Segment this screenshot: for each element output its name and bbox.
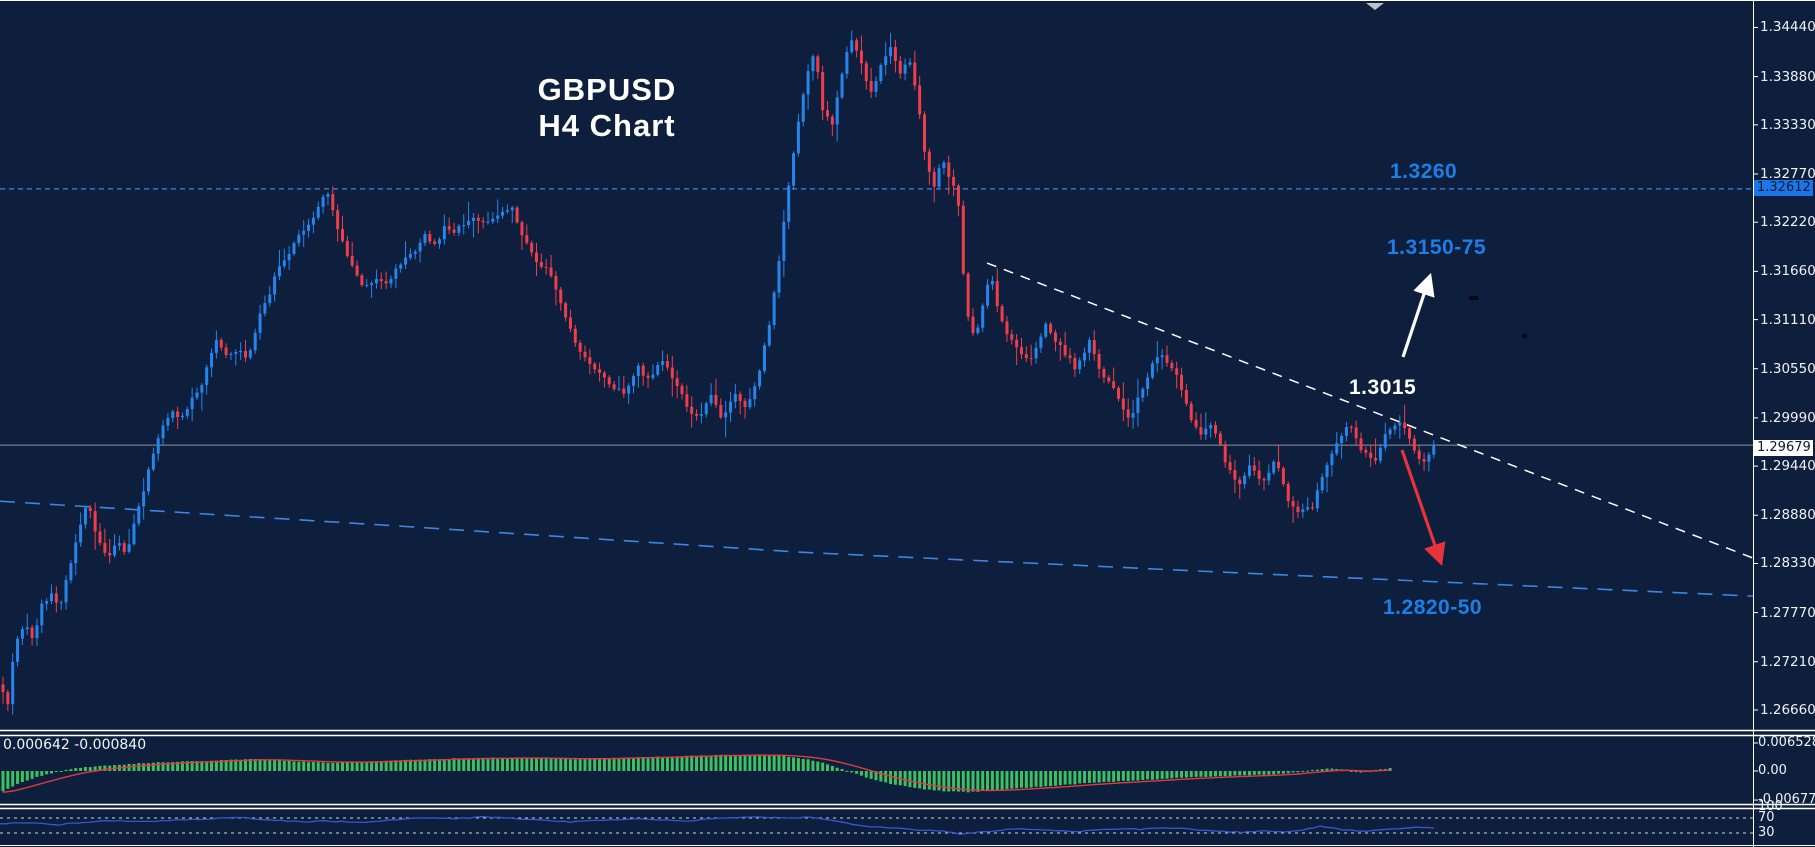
bullish-scenario-arrow <box>1401 272 1435 358</box>
price-axis-label: 1.32770 <box>1760 165 1815 182</box>
annotation-resistance-level: 1.3260 <box>1390 160 1458 183</box>
price-axis-label: 1.32220 <box>1760 214 1815 231</box>
price-axis-label: 1.33330 <box>1760 116 1815 133</box>
oscillator-axis-label: 100 <box>1758 798 1783 814</box>
price-axis-label: 1.29990 <box>1760 409 1815 426</box>
oscillator-line <box>0 816 1435 835</box>
annotation-upside-target: 1.3150-75 <box>1387 236 1487 259</box>
price-axis-label: 1.28880 <box>1760 507 1815 524</box>
price-axis-label: 1.33880 <box>1760 68 1815 85</box>
annotation-downside-target: 1.2820-50 <box>1383 596 1483 619</box>
chart-title-symbol: GBPUSD <box>537 72 677 107</box>
price-axis-label: 1.34440 <box>1760 19 1815 36</box>
bearish-scenario-arrow <box>1400 449 1446 567</box>
macd-histogram-group <box>1 754 1392 793</box>
price-axis-label: 1.28330 <box>1760 555 1815 572</box>
price-axis-label: 1.27210 <box>1760 653 1815 670</box>
artifact-dash <box>1469 296 1478 300</box>
chart-title-timeframe: H4 Chart <box>538 108 676 143</box>
price-axis-label: 1.26660 <box>1760 701 1815 718</box>
chart-shift-marker-icon <box>1366 3 1384 10</box>
oscillator-axis-label: 70 <box>1758 810 1775 825</box>
descending-trendline <box>986 262 1754 559</box>
macd-axis-label: 0.00 <box>1758 763 1787 778</box>
macd-signal-line <box>2 754 1391 793</box>
oscillator-axis-label: 30 <box>1758 825 1775 840</box>
macd-current-values: 0.000642 -0.000840 <box>3 737 147 753</box>
price-axis-label: 1.31660 <box>1760 263 1815 280</box>
price-axis-label: 1.31110 <box>1760 311 1815 328</box>
macd-axis-label: -0.006775 <box>1758 792 1815 808</box>
price-axis-label: 1.27770 <box>1760 604 1815 621</box>
current-price-tag: 1.29679 <box>1754 440 1813 456</box>
artifact-dash <box>1522 334 1527 338</box>
price-axis-label: 1.29440 <box>1760 458 1815 475</box>
annotation-pivot-level: 1.3015 <box>1349 376 1417 399</box>
macd-axis-label: 0.006528 <box>1758 735 1815 750</box>
candles-group <box>1 30 1436 715</box>
resistance-price-tag: 1.32612 <box>1754 180 1813 196</box>
moving-average-dashed-line <box>0 500 1754 597</box>
price-axis-label: 1.30550 <box>1760 360 1815 377</box>
